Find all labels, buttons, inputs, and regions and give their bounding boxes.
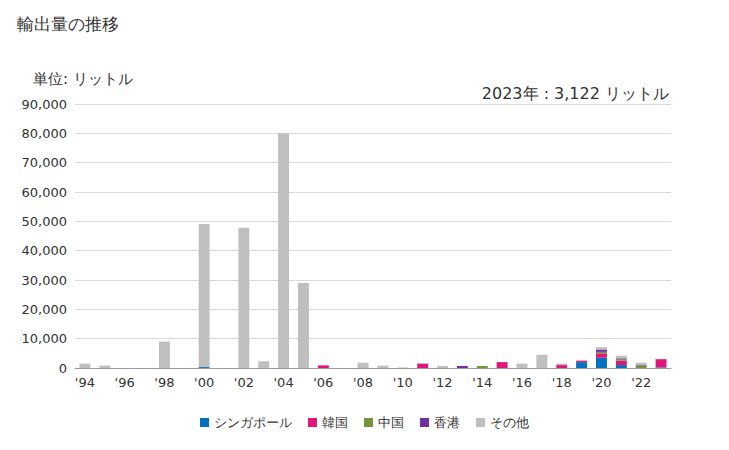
- svg-text:韓国: 韓国: [322, 415, 348, 430]
- svg-text:0: 0: [59, 361, 67, 376]
- svg-text:香港: 香港: [434, 415, 460, 430]
- svg-text:'22: '22: [631, 375, 651, 390]
- svg-text:'20: '20: [591, 375, 611, 390]
- svg-text:シンガポール: シンガポール: [214, 415, 292, 430]
- svg-text:'10: '10: [393, 375, 413, 390]
- svg-text:40,000: 40,000: [22, 243, 68, 258]
- svg-text:'00: '00: [194, 375, 214, 390]
- svg-text:60,000: 60,000: [22, 185, 68, 200]
- svg-text:'96: '96: [115, 375, 135, 390]
- svg-text:'06: '06: [313, 375, 333, 390]
- svg-text:'18: '18: [552, 375, 572, 390]
- svg-text:80,000: 80,000: [22, 126, 68, 141]
- svg-text:'14: '14: [472, 375, 492, 390]
- svg-text:単位: リットル: 単位: リットル: [33, 70, 133, 88]
- svg-text:10,000: 10,000: [22, 331, 68, 346]
- svg-text:'04: '04: [274, 375, 294, 390]
- svg-text:90,000: 90,000: [22, 97, 68, 112]
- svg-text:'16: '16: [512, 375, 532, 390]
- svg-text:中国: 中国: [378, 415, 404, 430]
- svg-text:'98: '98: [154, 375, 174, 390]
- svg-text:その他: その他: [490, 415, 529, 430]
- svg-text:'12: '12: [432, 375, 452, 390]
- svg-text:輸出量の推移: 輸出量の推移: [17, 14, 119, 34]
- svg-text:2023年 : 3,122 リットル: 2023年 : 3,122 リットル: [482, 84, 669, 103]
- svg-text:20,000: 20,000: [22, 302, 68, 317]
- svg-text:'94: '94: [75, 375, 95, 390]
- svg-text:30,000: 30,000: [22, 273, 68, 288]
- svg-text:'08: '08: [353, 375, 373, 390]
- svg-text:50,000: 50,000: [22, 214, 68, 229]
- svg-text:70,000: 70,000: [22, 155, 68, 170]
- svg-text:'02: '02: [234, 375, 254, 390]
